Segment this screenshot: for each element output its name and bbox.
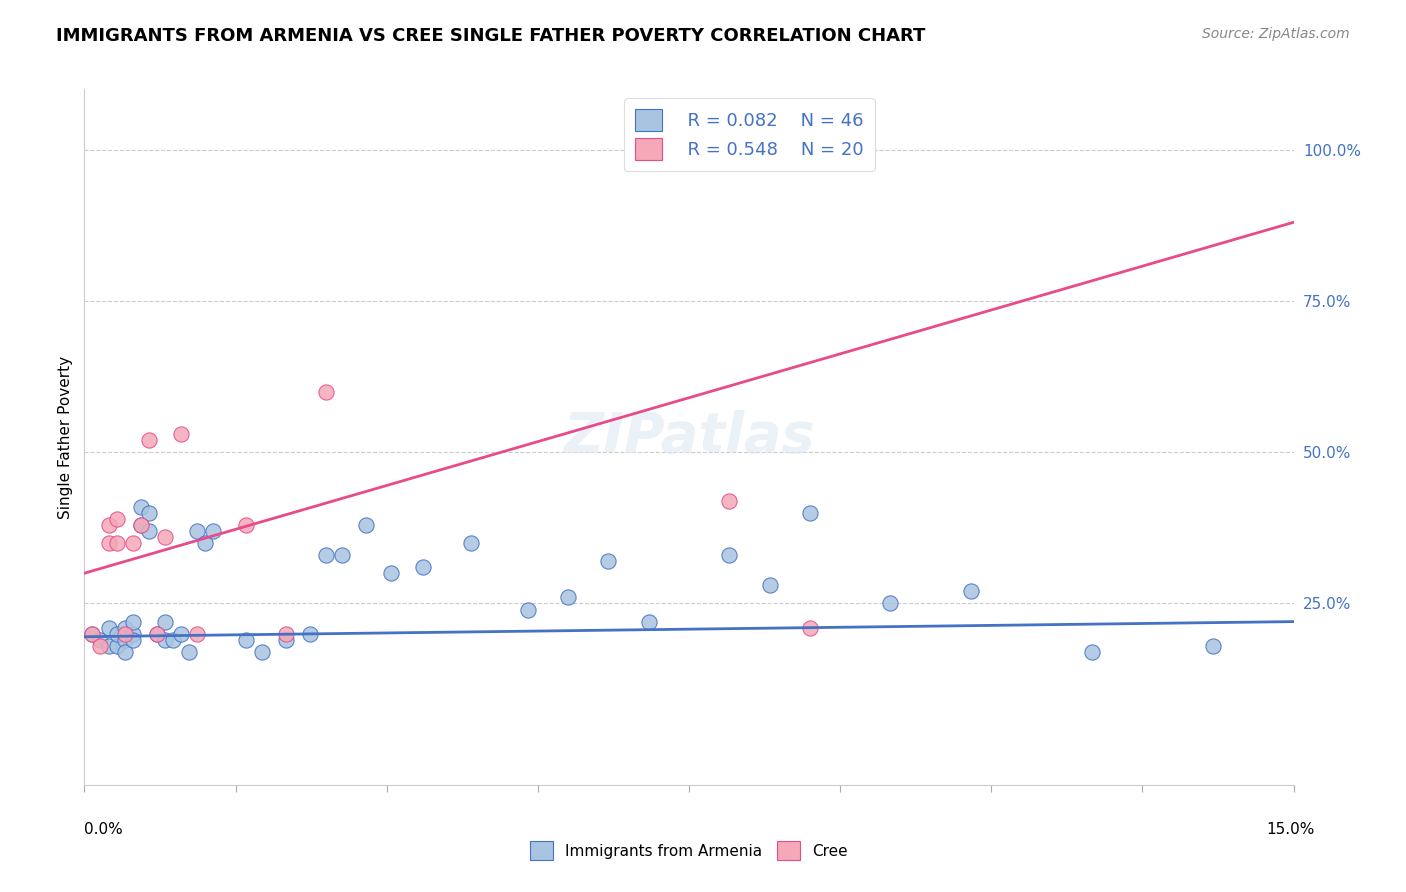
Legend: Immigrants from Armenia, Cree: Immigrants from Armenia, Cree: [522, 834, 856, 868]
Point: [380, 566, 402, 581]
Point: [299, 626, 322, 640]
Point: [129, 517, 152, 532]
Point: [460, 536, 482, 550]
Point: [146, 626, 169, 640]
Point: [194, 536, 217, 550]
Point: [170, 626, 193, 640]
Point: [839, 143, 862, 157]
Point: [162, 632, 184, 647]
Point: [153, 632, 176, 647]
Point: [202, 524, 225, 538]
Text: 0.0%: 0.0%: [84, 822, 124, 837]
Point: [1202, 639, 1225, 653]
Point: [356, 517, 378, 532]
Point: [179, 645, 201, 659]
Point: [170, 427, 193, 442]
Text: Source: ZipAtlas.com: Source: ZipAtlas.com: [1202, 27, 1350, 41]
Text: IMMIGRANTS FROM ARMENIA VS CREE SINGLE FATHER POVERTY CORRELATION CHART: IMMIGRANTS FROM ARMENIA VS CREE SINGLE F…: [56, 27, 925, 45]
Point: [516, 602, 538, 616]
Point: [97, 621, 120, 635]
Point: [121, 632, 143, 647]
Point: [315, 548, 337, 562]
Point: [114, 621, 136, 635]
Point: [879, 597, 901, 611]
Point: [186, 626, 208, 640]
Point: [799, 621, 821, 635]
Point: [89, 632, 111, 647]
Text: ZIPatlas: ZIPatlas: [564, 410, 814, 464]
Point: [718, 548, 741, 562]
Point: [97, 517, 120, 532]
Point: [153, 615, 176, 629]
Point: [146, 626, 169, 640]
Point: [114, 632, 136, 647]
Point: [315, 384, 337, 399]
Point: [274, 632, 297, 647]
Point: [105, 639, 128, 653]
Point: [114, 626, 136, 640]
Y-axis label: Single Father Poverty: Single Father Poverty: [58, 356, 73, 518]
Point: [274, 626, 297, 640]
Point: [235, 517, 257, 532]
Point: [153, 530, 176, 544]
Point: [114, 645, 136, 659]
Point: [598, 554, 620, 568]
Point: [799, 506, 821, 520]
Point: [82, 626, 104, 640]
Point: [1081, 645, 1104, 659]
Point: [121, 615, 143, 629]
Point: [105, 626, 128, 640]
Point: [330, 548, 353, 562]
Point: [758, 578, 780, 592]
Point: [105, 512, 128, 526]
Point: [105, 536, 128, 550]
Point: [129, 500, 152, 514]
Point: [637, 615, 659, 629]
Point: [89, 639, 111, 653]
Point: [557, 591, 579, 605]
Point: [121, 626, 143, 640]
Point: [97, 536, 120, 550]
Point: [250, 645, 273, 659]
Point: [82, 626, 104, 640]
Point: [129, 517, 152, 532]
Point: [97, 639, 120, 653]
Point: [186, 524, 208, 538]
Point: [412, 560, 434, 574]
Point: [960, 584, 983, 599]
Point: [235, 632, 257, 647]
Text: 15.0%: 15.0%: [1267, 822, 1315, 837]
Point: [138, 524, 160, 538]
Point: [121, 536, 143, 550]
Point: [138, 433, 160, 447]
Point: [718, 493, 741, 508]
Point: [138, 506, 160, 520]
